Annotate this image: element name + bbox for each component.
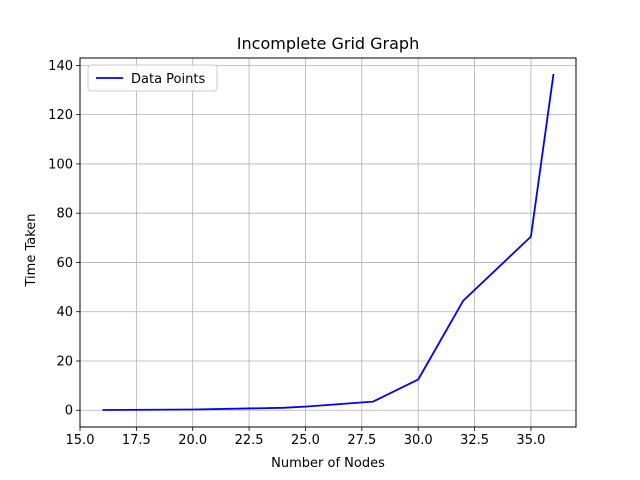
legend-box	[87, 64, 218, 92]
y-tick-label: 140	[48, 59, 73, 74]
chart-title: Incomplete Grid Graph	[237, 34, 419, 53]
grid-lines	[79, 58, 576, 427]
series-line-data-points	[102, 73, 555, 411]
legend: Data Points	[87, 64, 218, 92]
x-tick-label: 15.0	[66, 433, 95, 448]
y-tick-label: 120	[48, 108, 73, 123]
x-tick-label: 25.0	[291, 433, 320, 448]
x-tick-label: 20.0	[178, 433, 207, 448]
x-tick-label: 22.5	[235, 433, 264, 448]
x-axis-label: Number of Nodes	[271, 456, 385, 471]
x-tick-label: 32.5	[460, 433, 489, 448]
y-tick-label: 60	[56, 256, 73, 271]
plot-area-frame	[79, 57, 577, 428]
y-tick-label: 80	[56, 207, 73, 222]
y-tick-label: 100	[48, 157, 73, 172]
x-tick-label: 30.0	[404, 433, 433, 448]
y-tick-label: 20	[56, 354, 73, 369]
x-tick-label: 27.5	[347, 433, 376, 448]
y-axis-ticks: 0 20 40 60 80 100 120 140	[48, 59, 80, 419]
series-layer	[102, 73, 555, 411]
x-tick-label: 35.0	[516, 433, 545, 448]
legend-label-data-points: Data Points	[131, 72, 205, 87]
y-tick-label: 0	[65, 404, 73, 419]
x-tick-label: 17.5	[122, 433, 151, 448]
y-tick-label: 40	[56, 305, 73, 320]
y-axis-label: Time Taken	[24, 213, 39, 287]
x-axis-ticks: 15.0 17.5 20.0 22.5 25.0 27.5 30.0 32.5 35.0	[66, 427, 545, 448]
